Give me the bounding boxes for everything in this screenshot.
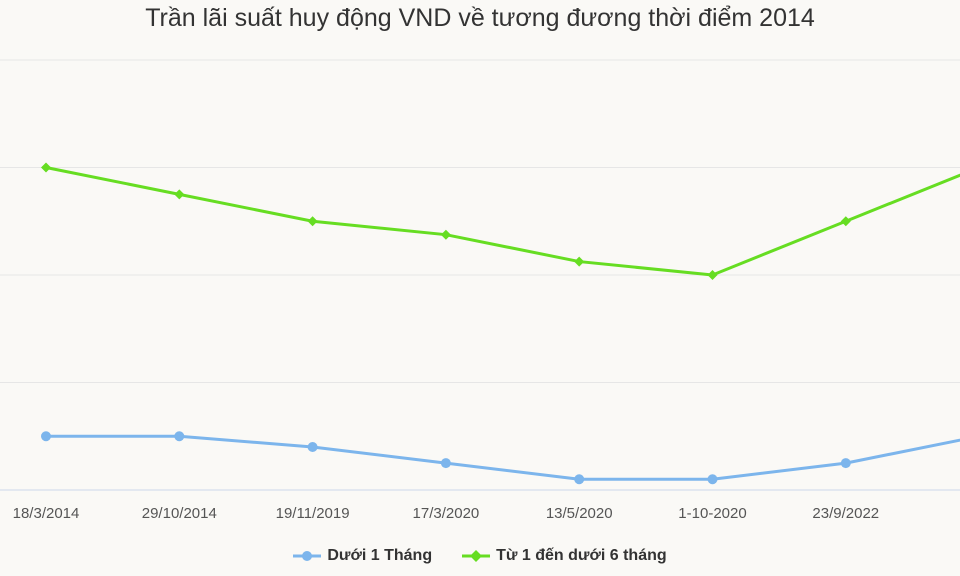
data-point[interactable]: [574, 256, 585, 267]
x-tick-label: 23/9/2022: [812, 505, 879, 522]
x-tick-label: 1-10-2020: [678, 505, 746, 522]
data-point[interactable]: [41, 431, 51, 442]
legend-label-series-2: Từ 1 đến dưới 6 tháng: [496, 547, 667, 564]
data-point[interactable]: [307, 442, 318, 452]
series-1: [41, 431, 960, 485]
series-line: [45, 166, 960, 277]
x-tick-label: 18/3/2014: [13, 505, 80, 522]
legend: Dưới 1 Tháng Từ 1 đến dưới 6 tháng: [0, 547, 960, 565]
x-tick-label: 19/11/2019: [276, 505, 350, 522]
data-point[interactable]: [707, 474, 718, 485]
legend-label-series-1: Dưới 1 Tháng: [327, 547, 433, 564]
series-line: [46, 434, 960, 481]
data-point[interactable]: [41, 162, 51, 173]
data-point[interactable]: [840, 458, 851, 469]
data-point[interactable]: [174, 189, 185, 200]
data-point[interactable]: [440, 229, 451, 240]
series-layer: [41, 162, 960, 485]
x-axis: 18/3/2014 29/10/2014 19/11/2019 17/3/2020 13…: [0, 489, 960, 522]
series-2: [41, 162, 960, 280]
data-point[interactable]: [707, 270, 718, 280]
x-tick-label: 29/10/2014: [142, 505, 217, 522]
x-tick-label: 17/3/2020: [413, 505, 480, 522]
legend-circle-icon: [293, 551, 322, 561]
legend-diamond-icon: [462, 550, 491, 562]
legend-item-series-2[interactable]: Từ 1 đến dưới 6 tháng: [462, 547, 667, 565]
gridlines: [0, 59, 960, 383]
legend-item-series-1[interactable]: Dưới 1 Tháng: [293, 547, 432, 565]
data-point[interactable]: [840, 216, 851, 227]
x-tick-label: 13/5/2020: [546, 505, 613, 522]
data-point[interactable]: [574, 474, 585, 485]
chart-title: Trần lãi suất huy động VND về tương đươn…: [145, 4, 815, 32]
data-point[interactable]: [174, 431, 185, 442]
data-point[interactable]: [307, 216, 318, 227]
data-point[interactable]: [440, 458, 451, 469]
